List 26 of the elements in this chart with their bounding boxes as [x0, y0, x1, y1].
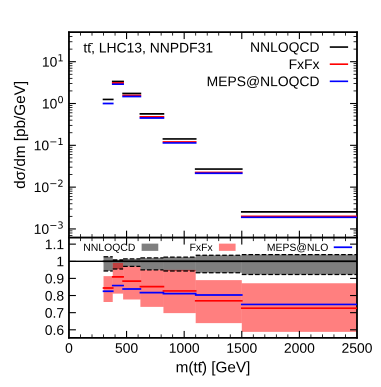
legend-label: MEPS@NLOQCD: [208, 76, 319, 89]
x-tick-label: 0: [66, 343, 72, 353]
legend-label: FxFx: [290, 59, 320, 70]
y-tick-label: 10$^{−2}$: [34, 180, 63, 192]
y-tick-label: 1.1: [46, 240, 64, 250]
legend-label: NNLOQCD: [84, 244, 135, 253]
annotation: tt̄, LHC13, NNPDF31: [84, 42, 212, 54]
y-tick-label: 10$^{1}$: [42, 54, 63, 67]
x-tick-label: 1000: [170, 343, 200, 353]
y-tick-label: 1: [57, 256, 64, 266]
legend-label: MEPS@NLO: [268, 243, 328, 252]
x-tick-label: 500: [116, 343, 138, 353]
y-tick-label: 0.9: [45, 274, 64, 284]
x-tick-label: 2000: [284, 343, 314, 353]
y-tick-label: 10$^{0}$: [42, 96, 63, 109]
x-tick-label: 1500: [227, 343, 257, 353]
y-tick-label: 10$^{−1}$: [34, 138, 63, 150]
y-tick-label: 10$^{−3}$: [34, 221, 63, 234]
x-axis-title: m(tt̄) [GeV]: [176, 361, 250, 376]
y-tick-label: 0.7: [45, 308, 64, 318]
y-axis-title: dσ/dm [pb/GeV]: [14, 82, 28, 188]
legend-label: NNLOQCD: [251, 42, 319, 55]
y-tick-label: 0.8: [45, 290, 64, 301]
y-tick-label: 0.6: [45, 325, 64, 335]
x-tick-label: 2500: [342, 343, 372, 353]
legend-label: FxFx: [190, 244, 213, 251]
